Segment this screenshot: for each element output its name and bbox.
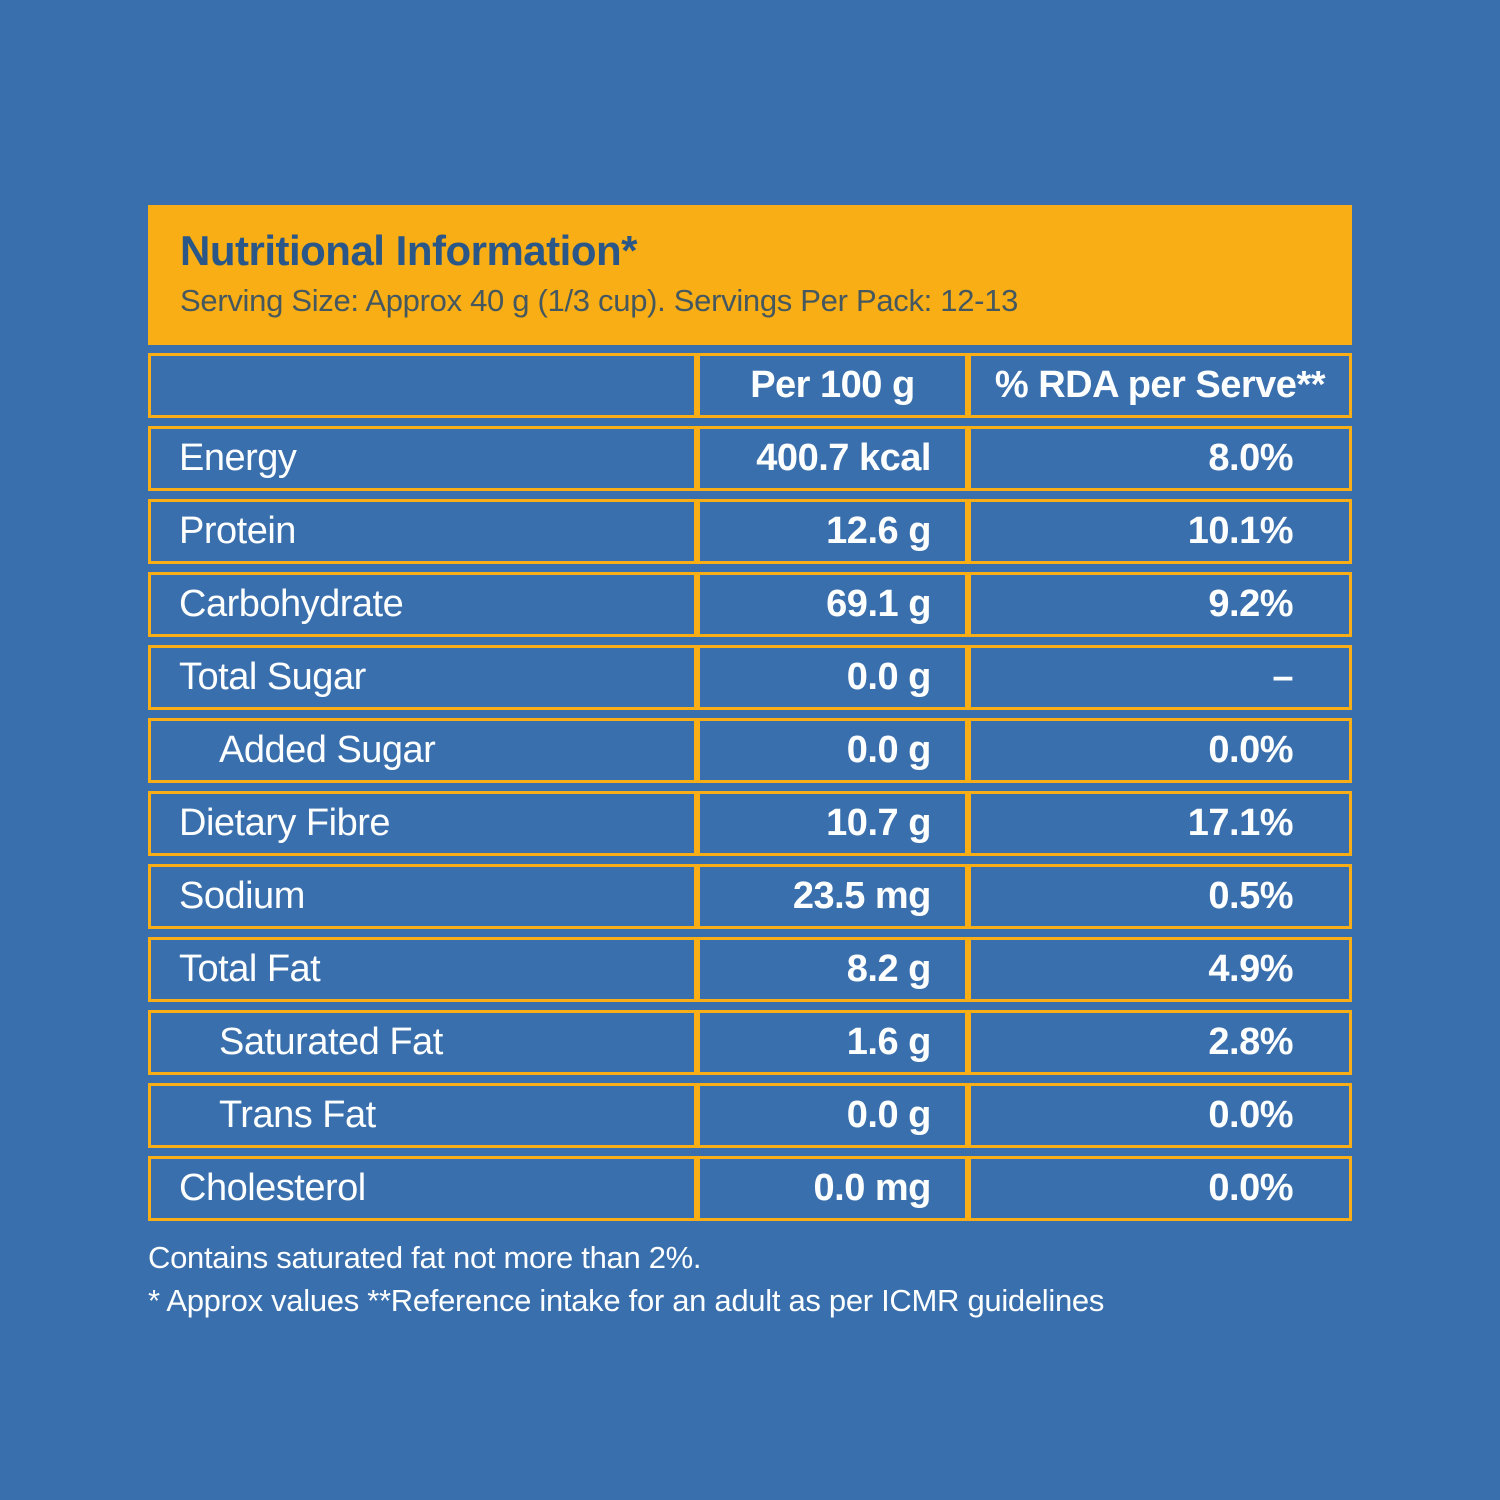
table-row-sodium: Sodium 23.5 mg 0.5% <box>148 864 1352 929</box>
row-per-100g: 0.0 g <box>697 645 968 710</box>
row-label: Total Fat <box>148 937 698 1002</box>
row-label: Total Sugar <box>148 645 698 710</box>
table-row-added-sugar: Added Sugar 0.0 g 0.0% <box>148 718 1352 783</box>
row-label: Saturated Fat <box>148 1010 698 1075</box>
table-row-cholesterol: Cholesterol 0.0 mg 0.0% <box>148 1156 1352 1221</box>
row-per-100g: 69.1 g <box>697 572 968 637</box>
table-row-saturated-fat: Saturated Fat 1.6 g 2.8% <box>148 1010 1352 1075</box>
row-per-100g: 0.0 g <box>697 718 968 783</box>
row-rda: 0.0% <box>967 718 1352 783</box>
nutrition-label: Nutritional Information* Serving Size: A… <box>148 205 1352 1323</box>
row-per-100g: 400.7 kcal <box>697 426 968 491</box>
row-rda: 0.0% <box>967 1083 1352 1148</box>
table-row-total-sugar: Total Sugar 0.0 g – <box>148 645 1352 710</box>
row-rda: 10.1% <box>967 499 1352 564</box>
table-header-row: Per 100 g % RDA per Serve** <box>148 353 1352 418</box>
table-row-energy: Energy 400.7 kcal 8.0% <box>148 426 1352 491</box>
table-row-total-fat: Total Fat 8.2 g 4.9% <box>148 937 1352 1002</box>
column-header-nutrient <box>148 353 698 418</box>
row-label: Added Sugar <box>148 718 698 783</box>
row-rda: 4.9% <box>967 937 1352 1002</box>
row-rda: 0.0% <box>967 1156 1352 1221</box>
column-header-per-100g: Per 100 g <box>697 353 968 418</box>
row-per-100g: 0.0 g <box>697 1083 968 1148</box>
table-row-trans-fat: Trans Fat 0.0 g 0.0% <box>148 1083 1352 1148</box>
footnote-reference-intake: * Approx values **Reference intake for a… <box>148 1282 1105 1318</box>
row-per-100g: 8.2 g <box>697 937 968 1002</box>
row-per-100g: 10.7 g <box>697 791 968 856</box>
footnotes: Contains saturated fat not more than 2%.… <box>148 1237 1352 1323</box>
row-label: Cholesterol <box>148 1156 698 1221</box>
table-row-carbohydrate: Carbohydrate 69.1 g 9.2% <box>148 572 1352 637</box>
table-row-protein: Protein 12.6 g 10.1% <box>148 499 1352 564</box>
row-label: Trans Fat <box>148 1083 698 1148</box>
table-row-dietary-fibre: Dietary Fibre 10.7 g 17.1% <box>148 791 1352 856</box>
row-rda: 0.5% <box>967 864 1352 929</box>
row-label: Dietary Fibre <box>148 791 698 856</box>
row-rda: 8.0% <box>967 426 1352 491</box>
row-rda: – <box>967 645 1352 710</box>
nutrition-table: Per 100 g % RDA per Serve** Energy 400.7… <box>148 345 1352 1229</box>
row-per-100g: 12.6 g <box>697 499 968 564</box>
row-per-100g: 1.6 g <box>697 1010 968 1075</box>
row-label: Carbohydrate <box>148 572 698 637</box>
row-label: Energy <box>148 426 698 491</box>
row-label: Sodium <box>148 864 698 929</box>
row-per-100g: 0.0 mg <box>697 1156 968 1221</box>
row-label: Protein <box>148 499 698 564</box>
row-rda: 17.1% <box>967 791 1352 856</box>
row-rda: 9.2% <box>967 572 1352 637</box>
serving-size-text: Serving Size: Approx 40 g (1/3 cup). Ser… <box>180 283 1019 319</box>
footnote-saturated-fat: Contains saturated fat not more than 2%. <box>148 1240 702 1275</box>
column-header-rda-per-serve: % RDA per Serve** <box>967 353 1352 418</box>
page-title: Nutritional Information* <box>180 227 637 274</box>
nutrition-header-panel: Nutritional Information* Serving Size: A… <box>148 205 1352 345</box>
row-rda: 2.8% <box>967 1010 1352 1075</box>
row-per-100g: 23.5 mg <box>697 864 968 929</box>
